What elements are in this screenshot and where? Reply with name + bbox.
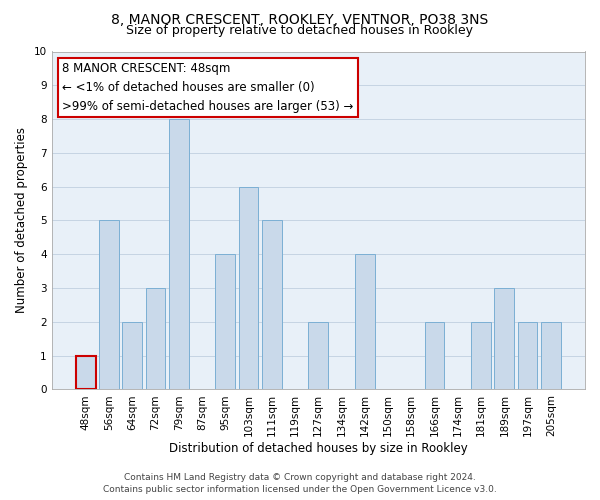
Bar — [215, 254, 235, 390]
Bar — [494, 288, 514, 390]
Y-axis label: Number of detached properties: Number of detached properties — [15, 128, 28, 314]
Bar — [99, 220, 119, 390]
Bar — [146, 288, 166, 390]
Bar — [541, 322, 561, 390]
Bar — [518, 322, 538, 390]
X-axis label: Distribution of detached houses by size in Rookley: Distribution of detached houses by size … — [169, 442, 467, 455]
Bar — [76, 356, 95, 390]
Bar — [471, 322, 491, 390]
Text: Contains HM Land Registry data © Crown copyright and database right 2024.
Contai: Contains HM Land Registry data © Crown c… — [103, 472, 497, 494]
Bar — [239, 186, 259, 390]
Bar — [425, 322, 445, 390]
Text: Size of property relative to detached houses in Rookley: Size of property relative to detached ho… — [127, 24, 473, 37]
Text: 8 MANOR CRESCENT: 48sqm
← <1% of detached houses are smaller (0)
>99% of semi-de: 8 MANOR CRESCENT: 48sqm ← <1% of detache… — [62, 62, 353, 112]
Bar — [169, 119, 188, 390]
Bar — [262, 220, 281, 390]
Bar — [308, 322, 328, 390]
Bar — [355, 254, 374, 390]
Bar — [122, 322, 142, 390]
Text: 8, MANOR CRESCENT, ROOKLEY, VENTNOR, PO38 3NS: 8, MANOR CRESCENT, ROOKLEY, VENTNOR, PO3… — [112, 12, 488, 26]
